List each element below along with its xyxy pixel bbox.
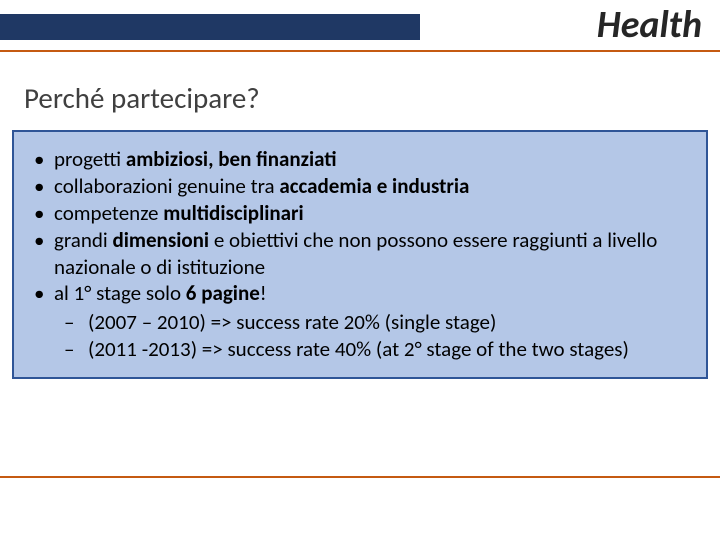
list-item: competenze multidisciplinari [50, 200, 692, 227]
text-bold: 6 pagine [186, 280, 260, 306]
text-bold: accademia e industria [279, 173, 469, 199]
text: competenze [54, 200, 163, 226]
sub-list: (2007 – 2010) => success rate 20% (singl… [54, 309, 692, 363]
text: al 1° stage solo [54, 280, 186, 306]
list-item: collaborazioni genuine tra accademia e i… [50, 173, 692, 200]
text-bold: ambiziosi, ben finanziati [126, 146, 337, 172]
text-bold: dimensioni [112, 227, 209, 253]
footer-line [0, 476, 720, 478]
list-item: al 1° stage solo 6 pagine! (2007 – 2010)… [50, 280, 692, 363]
text-bold: multidisciplinari [163, 200, 303, 226]
content-box: progetti ambiziosi, ben finanziati colla… [12, 130, 708, 379]
list-item: grandi dimensioni e obiettivi che non po… [50, 227, 692, 281]
text: progetti [54, 146, 126, 172]
text: collaborazioni genuine tra [54, 173, 279, 199]
header-underline [0, 50, 720, 52]
page-title: Health [597, 2, 702, 48]
text: ! [260, 280, 267, 306]
bullet-list: progetti ambiziosi, ben finanziati colla… [28, 146, 692, 363]
list-item: progetti ambiziosi, ben finanziati [50, 146, 692, 173]
list-item: (2007 – 2010) => success rate 20% (singl… [84, 309, 692, 336]
header-bar [0, 14, 420, 40]
text: grandi [54, 227, 112, 253]
subtitle: Perché partecipare? [24, 80, 720, 116]
header: Health [0, 0, 720, 54]
list-item: (2011 -2013) => success rate 40% (at 2° … [84, 336, 692, 363]
